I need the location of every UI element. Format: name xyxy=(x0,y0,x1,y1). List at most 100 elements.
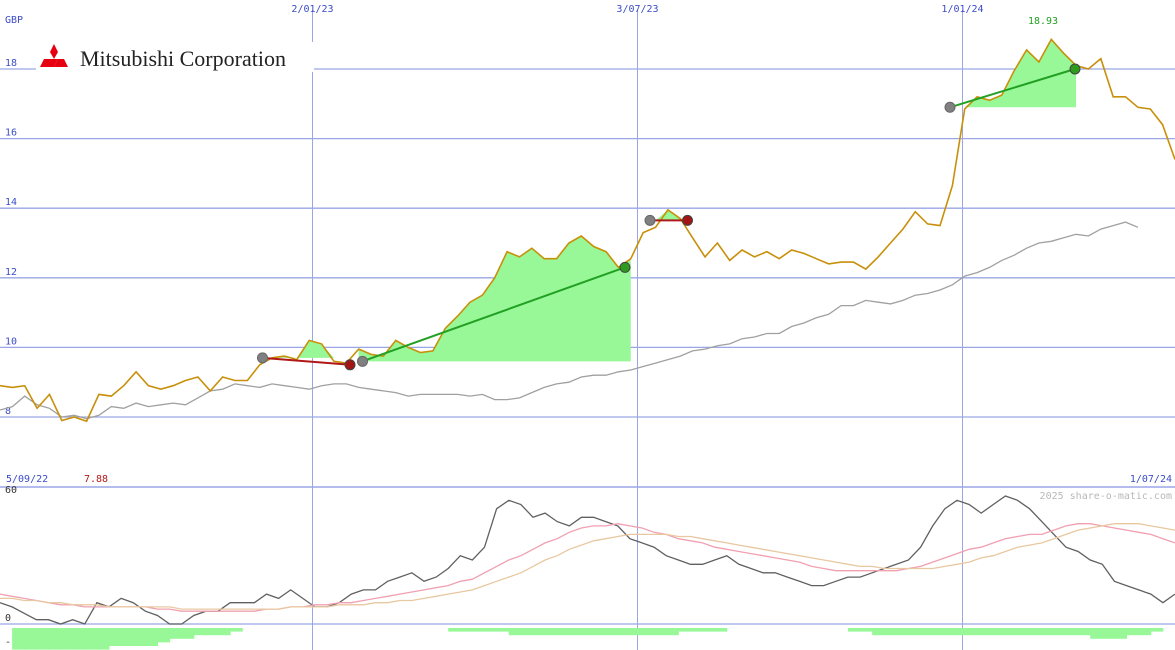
trade-gain-area xyxy=(259,340,347,358)
indicator-layer xyxy=(0,495,1175,650)
histogram-bar xyxy=(1078,628,1091,636)
trade-exit-marker xyxy=(1069,63,1081,75)
histogram-bar xyxy=(121,628,134,646)
trade-exit-marker xyxy=(344,359,356,371)
histogram-bar xyxy=(1053,628,1067,636)
histogram-bar xyxy=(1017,628,1031,636)
histogram-bar xyxy=(884,628,897,636)
histogram-bar xyxy=(969,628,982,636)
histogram-bar xyxy=(1126,628,1140,636)
trade-marker-layer xyxy=(257,63,1081,371)
histogram-bar xyxy=(230,628,243,632)
histogram-bar xyxy=(460,628,473,632)
histogram-bar xyxy=(48,628,62,650)
histogram-bar xyxy=(920,628,934,636)
histogram-bar xyxy=(218,628,231,636)
histogram-bar xyxy=(872,628,885,636)
histogram-bar xyxy=(508,628,522,636)
histogram-bar xyxy=(133,628,146,646)
histogram-bar xyxy=(860,628,873,632)
indicator-slow_ma-line xyxy=(0,523,1175,610)
trade-entry-marker xyxy=(644,214,656,226)
histogram-bar xyxy=(520,628,534,636)
indicator-fast_ma-line xyxy=(0,523,1175,612)
histogram-bar xyxy=(642,628,655,636)
watermark: 2025 share-o-matic.com xyxy=(1040,491,1172,502)
y-tick-label: 10 xyxy=(5,336,17,347)
mitsubishi-logo-icon xyxy=(40,44,68,67)
histogram-bar xyxy=(981,628,994,636)
histogram-bar xyxy=(666,628,679,636)
logo-backdrop xyxy=(36,42,314,72)
histogram-bar xyxy=(908,628,922,636)
histogram-bar xyxy=(12,628,25,650)
trade-gain-area xyxy=(358,236,631,362)
histogram-bar xyxy=(1065,628,1079,636)
y-tick-label: 18 xyxy=(5,58,17,69)
histogram-bar xyxy=(1150,628,1164,632)
histogram-bar xyxy=(569,628,582,636)
histogram-bar xyxy=(1138,628,1152,636)
histogram-bar xyxy=(557,628,570,636)
histogram-bar xyxy=(193,628,207,636)
company-name: Mitsubishi Corporation xyxy=(80,46,286,71)
histogram-bar xyxy=(24,628,37,650)
histogram-bar xyxy=(109,628,122,646)
histogram-bar xyxy=(36,628,49,650)
trade-line xyxy=(262,356,351,366)
y-tick-label: 16 xyxy=(5,128,17,139)
trade-line xyxy=(949,68,1076,109)
histogram-bar xyxy=(702,628,716,632)
histogram-bar xyxy=(448,628,461,632)
histogram-bar xyxy=(1041,628,1055,636)
histogram-bar xyxy=(181,628,195,639)
histogram-bar xyxy=(157,628,171,643)
histogram-bar xyxy=(496,628,510,632)
trade-exit-marker xyxy=(682,214,693,226)
histogram-bar xyxy=(60,628,74,650)
histogram-bar xyxy=(1114,628,1128,639)
histogram-bar xyxy=(1029,628,1043,636)
currency-label: GBP xyxy=(5,15,23,26)
histogram-bar xyxy=(690,628,704,632)
histogram-bar xyxy=(617,628,631,636)
histogram-bar xyxy=(605,628,619,636)
histogram-bar xyxy=(956,628,970,636)
x-tick-label: 2/01/23 xyxy=(291,4,333,15)
trade-line xyxy=(362,266,626,363)
histogram-bar xyxy=(593,628,607,636)
histogram-bar xyxy=(205,628,219,636)
start-date-label: 5/09/22 xyxy=(6,474,48,485)
histogram-bar xyxy=(629,628,643,636)
histogram-bar xyxy=(654,628,667,636)
indicator-tick-label: 60 xyxy=(5,485,17,496)
y-tick-label: 8 xyxy=(5,406,11,417)
histogram-bar xyxy=(993,628,1006,636)
histogram-bar xyxy=(72,628,86,650)
x-tick-label: 1/01/24 xyxy=(941,4,983,15)
histogram-bar xyxy=(714,628,728,632)
histogram-bar xyxy=(532,628,546,636)
indicator-momentum-line xyxy=(0,495,1175,625)
histogram-bar xyxy=(581,628,595,636)
histogram-bar xyxy=(545,628,558,636)
histogram-bar xyxy=(84,628,98,650)
histogram-bar xyxy=(1005,628,1019,636)
max-price-label: 18.93 xyxy=(1028,16,1058,27)
trade-entry-marker xyxy=(944,101,956,113)
trade-gain-area xyxy=(952,39,1077,108)
end-date-label: 1/07/24 xyxy=(1130,474,1172,485)
min-price-label: 7.88 xyxy=(84,474,108,485)
histogram-bar xyxy=(169,628,183,639)
histogram-bar xyxy=(944,628,958,636)
histogram-bar xyxy=(145,628,158,646)
y-tick-label: 14 xyxy=(5,197,17,208)
histogram-bar xyxy=(1102,628,1115,639)
histogram-bar xyxy=(1090,628,1103,639)
trade-entry-marker xyxy=(257,352,268,364)
indicator-tick-label: 0 xyxy=(5,613,11,624)
histogram-bar xyxy=(678,628,691,632)
histogram-bar xyxy=(847,628,861,632)
histogram-bar xyxy=(472,628,486,632)
